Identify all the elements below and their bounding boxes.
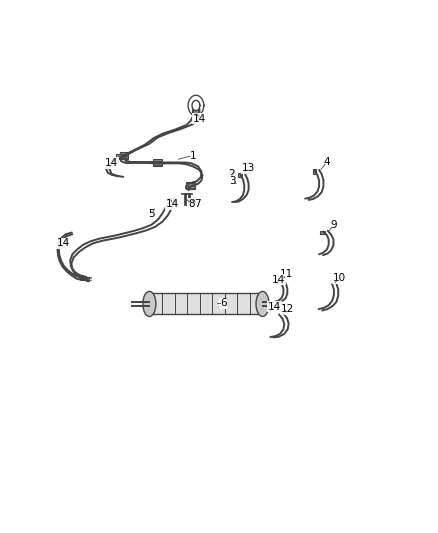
Bar: [120, 152, 128, 159]
Bar: [169, 198, 174, 201]
Text: 14: 14: [166, 199, 179, 209]
Text: 14: 14: [57, 238, 70, 248]
Text: 2: 2: [228, 169, 234, 179]
Ellipse shape: [143, 292, 156, 317]
Bar: [321, 231, 325, 235]
Text: 5: 5: [148, 209, 155, 219]
Text: 9: 9: [330, 220, 337, 230]
Text: 8: 8: [188, 199, 195, 209]
Text: 12: 12: [281, 304, 294, 314]
Bar: [193, 110, 199, 114]
Text: 4: 4: [324, 157, 330, 167]
Text: 14: 14: [105, 158, 118, 168]
Text: 3: 3: [229, 176, 235, 186]
Bar: [186, 182, 195, 189]
Text: 14: 14: [272, 274, 285, 285]
Bar: [153, 159, 162, 166]
Text: 14: 14: [268, 302, 281, 312]
Text: 11: 11: [280, 269, 293, 279]
Bar: [238, 173, 242, 177]
Bar: [230, 170, 234, 177]
Text: 13: 13: [242, 163, 255, 173]
Bar: [275, 279, 279, 282]
Ellipse shape: [256, 292, 269, 317]
Bar: [149, 294, 262, 314]
Text: 1: 1: [190, 150, 196, 160]
Bar: [244, 169, 250, 173]
Text: 7: 7: [194, 199, 201, 209]
Bar: [313, 169, 317, 174]
Bar: [116, 154, 122, 158]
Text: 10: 10: [332, 273, 346, 283]
Bar: [86, 277, 89, 281]
Text: 14: 14: [193, 114, 206, 124]
Text: 6: 6: [220, 298, 226, 309]
